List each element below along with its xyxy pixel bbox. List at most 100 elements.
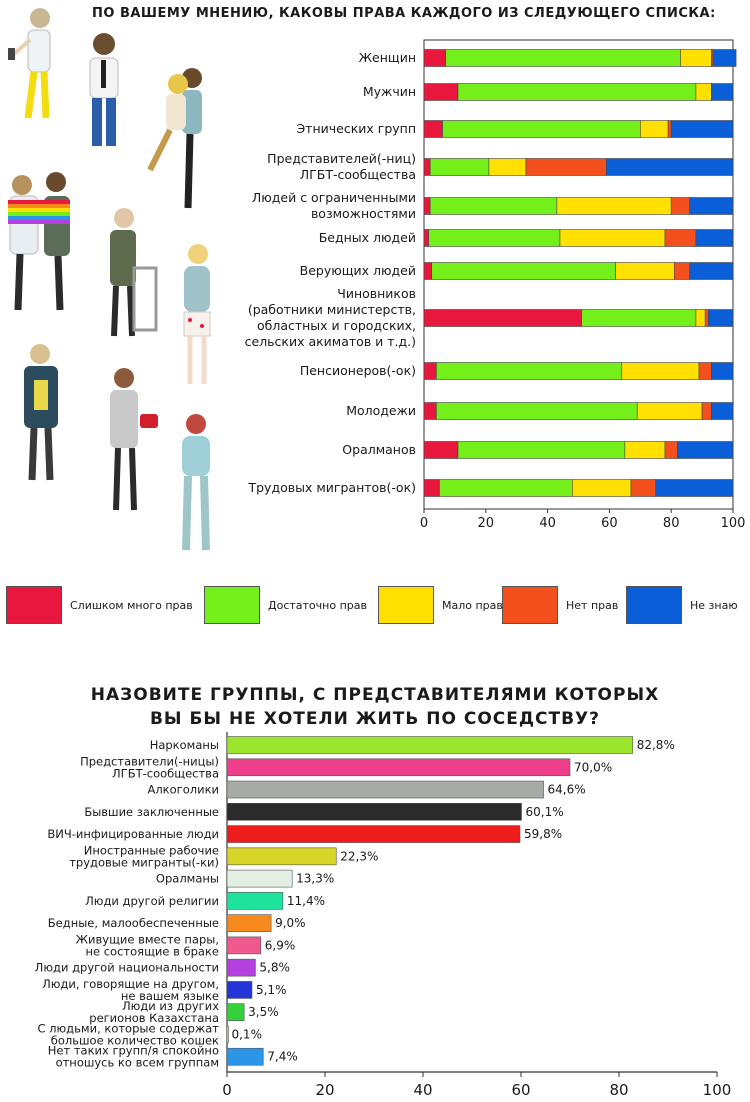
bar-segment bbox=[457, 441, 626, 459]
person-man-icon bbox=[89, 33, 119, 146]
bar-segment bbox=[572, 479, 632, 497]
legend-label: Нет прав bbox=[566, 598, 619, 612]
bar-segment bbox=[423, 229, 429, 247]
bar-segment bbox=[423, 158, 431, 176]
category-label: не состоящие в браке bbox=[85, 944, 219, 958]
bar-segment bbox=[673, 262, 691, 280]
bar bbox=[226, 847, 337, 866]
legend-swatch bbox=[502, 586, 558, 624]
x-tick-label: 60 bbox=[511, 1081, 530, 1099]
category-label: Алкоголики bbox=[147, 783, 219, 797]
value-label: 60,1% bbox=[525, 805, 563, 819]
bar-segment bbox=[664, 229, 697, 247]
bar-segment bbox=[423, 49, 446, 67]
category-label: Оралманов bbox=[342, 442, 416, 457]
bar-segment bbox=[689, 262, 734, 280]
person-woman-phone-icon bbox=[8, 8, 51, 119]
bar-segment bbox=[423, 83, 459, 101]
x-tick-label: 40 bbox=[539, 516, 556, 531]
rights-stacked-bar-chart: Женщин Мужчин Этнических групп Представител… bbox=[245, 39, 746, 531]
value-label: 64,6% bbox=[548, 783, 586, 797]
bar-segment bbox=[581, 309, 697, 327]
bar-segment bbox=[698, 362, 712, 380]
legend-item-enough-rights: Достаточно прав bbox=[204, 584, 367, 626]
bar-segment bbox=[695, 83, 712, 101]
category-label: Бывшие заключенные bbox=[84, 805, 219, 819]
man-with-telephone-icon bbox=[110, 368, 158, 511]
legend-label: Не знаю bbox=[690, 598, 738, 612]
value-label: 3,5% bbox=[248, 1005, 279, 1019]
bar-segment bbox=[488, 158, 527, 176]
bar-segment bbox=[707, 309, 734, 327]
value-label: 5,8% bbox=[259, 961, 290, 975]
legend-label: Мало прав bbox=[442, 598, 503, 612]
bar-segment bbox=[712, 49, 737, 67]
bar-segment bbox=[423, 479, 440, 497]
x-tick-label: 100 bbox=[721, 516, 746, 531]
category-label: трудовые мигранты(-ки) bbox=[69, 855, 219, 869]
category-label: областных и городских, bbox=[257, 318, 416, 333]
bar bbox=[226, 803, 522, 821]
x-tick-label: 80 bbox=[609, 1081, 628, 1099]
category-label: Верующих людей bbox=[300, 263, 416, 278]
legend-item-dont-know: Не знаю bbox=[626, 584, 738, 626]
legend-swatch bbox=[6, 586, 62, 624]
legend-swatch bbox=[626, 586, 682, 624]
elderly-with-walker-icon bbox=[110, 208, 158, 337]
chart2-title-line2: ВЫ БЫ НЕ ХОТЕЛИ ЖИТЬ ПО СОСЕДСТВУ? bbox=[149, 709, 601, 729]
bar-segment bbox=[639, 120, 669, 138]
bar-segment bbox=[525, 158, 607, 176]
category-label: Мужчин bbox=[363, 84, 416, 99]
value-label: 0,1% bbox=[231, 1027, 261, 1041]
legend-item-too-many-rights: Слишком много прав bbox=[6, 584, 193, 626]
x-tick-label: 20 bbox=[315, 1081, 334, 1099]
bar-segment bbox=[436, 362, 623, 380]
category-label: Люди другой религии bbox=[85, 894, 219, 908]
x-tick-label: 40 bbox=[413, 1081, 432, 1099]
bar-segment bbox=[429, 158, 490, 176]
bar-segment bbox=[615, 262, 675, 280]
value-label: 7,4% bbox=[267, 1050, 298, 1064]
bar-segment bbox=[701, 402, 712, 420]
bar bbox=[226, 892, 284, 910]
category-label: сельских акиматов и т.д.) bbox=[245, 334, 416, 349]
category-label: ВИЧ-инфицированные люди bbox=[47, 827, 219, 841]
category-label: Живущие вместе пары, bbox=[76, 932, 219, 946]
category-label: возможностями bbox=[311, 206, 416, 221]
woman-red-hair-icon bbox=[182, 414, 210, 551]
bar-segment bbox=[442, 120, 641, 138]
bar-segment bbox=[636, 402, 703, 420]
category-label: Молодежи bbox=[346, 403, 416, 418]
category-label: Этнических групп bbox=[296, 121, 416, 136]
neighbours-bar-chart: 82,8%Наркоманы70,0%Представители(-ницы)Л… bbox=[35, 732, 731, 1099]
bar-segment bbox=[439, 479, 573, 497]
category-label: Представители(-ницы) bbox=[80, 754, 219, 768]
people-illustration bbox=[8, 8, 211, 551]
category-label: Женщин bbox=[359, 50, 416, 65]
legend-swatch bbox=[378, 586, 434, 624]
value-label: 6,9% bbox=[265, 938, 296, 952]
category-label: С людьми, которые содержат bbox=[37, 1021, 219, 1035]
bar-segment bbox=[606, 158, 734, 176]
bar-segment bbox=[423, 309, 582, 327]
legend-item-few-rights: Мало прав bbox=[378, 584, 503, 626]
category-label: регионов Казахстана bbox=[89, 1011, 219, 1025]
bar bbox=[226, 736, 634, 754]
bar bbox=[226, 1003, 245, 1022]
man-in-coat-icon bbox=[24, 344, 58, 481]
chart2-title-line1: НАЗОВИТЕ ГРУППЫ, С ПРЕДСТАВИТЕЛЯМИ КОТОР… bbox=[90, 685, 660, 705]
bar-segment bbox=[431, 262, 616, 280]
bar-segment bbox=[711, 83, 734, 101]
chart2-title: НАЗОВИТЕ ГРУППЫ, С ПРЕДСТАВИТЕЛЯМИ КОТОР… bbox=[0, 683, 750, 731]
value-label: 5,1% bbox=[256, 983, 286, 997]
chart1-title: ПО ВАШЕМУ МНЕНИЮ, КАКОВЫ ПРАВА КАЖДОГО И… bbox=[92, 6, 716, 21]
bar-segment bbox=[667, 120, 672, 138]
bar-segment bbox=[630, 479, 657, 497]
category-label: Трудовых мигрантов(-ок) bbox=[247, 480, 416, 495]
category-label: Пенсионеров(-ок) bbox=[300, 363, 416, 378]
value-label: 82,8% bbox=[637, 738, 675, 752]
bar-segment bbox=[670, 120, 734, 138]
value-label: 70,0% bbox=[574, 760, 612, 774]
couple-hugging-icon bbox=[147, 68, 202, 209]
category-label: Нет таких групп/я спокойно bbox=[48, 1044, 219, 1058]
